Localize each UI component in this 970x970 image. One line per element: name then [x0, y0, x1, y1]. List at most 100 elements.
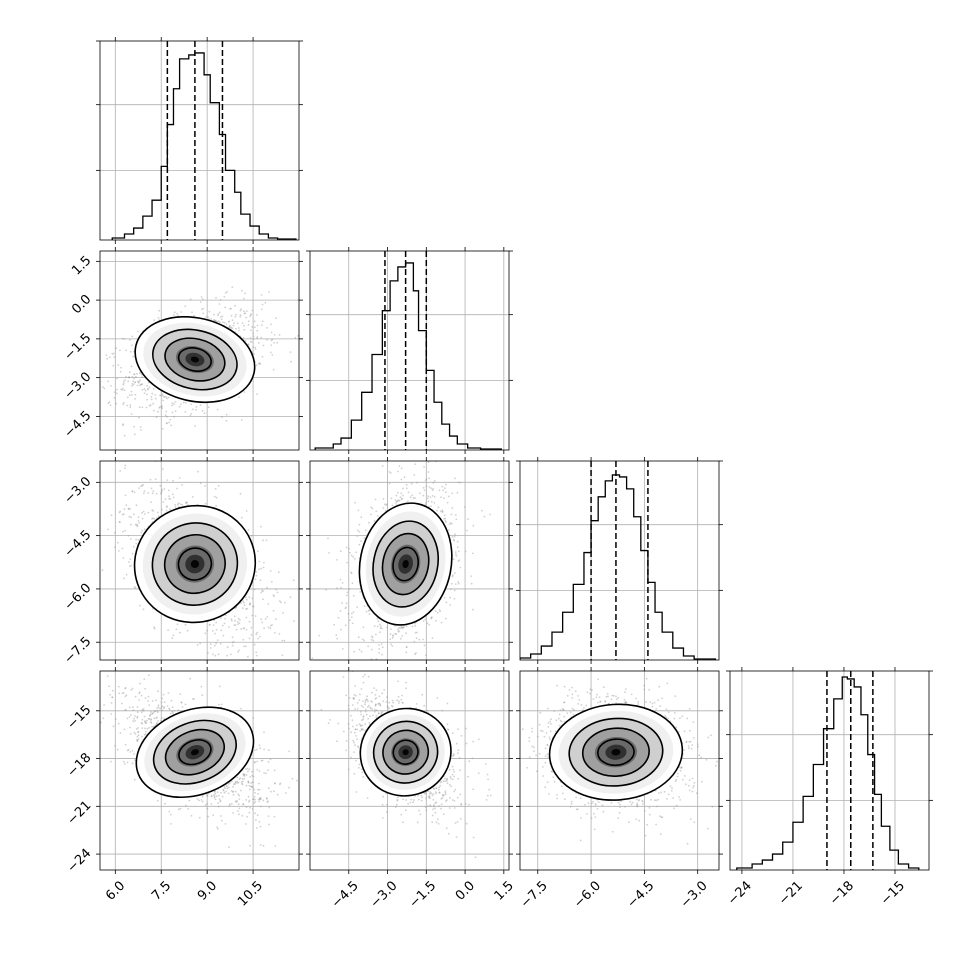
scatter-point [228, 324, 231, 327]
scatter-point [454, 551, 457, 553]
panel-content-0-0 [100, 41, 299, 240]
scatter-point [402, 487, 404, 490]
scatter-point [260, 525, 262, 528]
scatter-point [168, 495, 171, 497]
scatter-point [201, 409, 204, 412]
scatter-point [101, 569, 104, 572]
scatter-point [216, 791, 219, 794]
scatter-point [431, 678, 433, 680]
scatter-point [140, 711, 143, 714]
scatter-point [466, 529, 468, 532]
scatter-point [400, 492, 403, 495]
scatter-point [427, 500, 430, 503]
scatter-point [252, 798, 255, 800]
scatter-point [149, 478, 152, 481]
scatter-point [253, 760, 256, 763]
scatter-point [179, 693, 182, 695]
panel-2-1 [306, 457, 513, 680]
scatter-point [119, 521, 121, 524]
scatter-point [252, 346, 255, 349]
scatter-point [368, 609, 370, 612]
scatter-point [243, 627, 246, 630]
scatter-point [269, 758, 272, 761]
scatter-point [152, 517, 155, 519]
scatter-point [139, 384, 141, 387]
scatter-point [370, 506, 373, 509]
scatter-point [208, 623, 211, 626]
scatter-point [119, 349, 121, 352]
scatter-point [134, 381, 136, 384]
scatter-point [292, 579, 295, 582]
scatter-point [238, 798, 241, 800]
scatter-point [228, 626, 230, 628]
scatter-point [239, 777, 242, 779]
scatter-point [153, 518, 156, 520]
scatter-point [427, 495, 430, 498]
scatter-point [122, 424, 124, 427]
scatter-point [337, 664, 339, 666]
scatter-point [152, 388, 155, 390]
scatter-point [341, 648, 344, 650]
scatter-point [255, 364, 258, 367]
scatter-point [273, 790, 275, 793]
scatter-point [240, 308, 243, 311]
scatter-point [278, 334, 281, 336]
y-tick-label: −4.5 [62, 408, 95, 441]
scatter-point [234, 315, 237, 318]
scatter-point [232, 793, 235, 796]
scatter-point [168, 708, 171, 711]
scatter-point [132, 545, 135, 548]
scatter-point [243, 328, 246, 331]
scatter-point [157, 410, 159, 413]
scatter-point [204, 632, 207, 635]
scatter-point [243, 645, 245, 648]
scatter-point [123, 338, 126, 340]
scatter-point [157, 690, 159, 693]
scatter-point [380, 643, 383, 645]
scatter-point [459, 481, 462, 484]
scatter-point [352, 611, 355, 613]
scatter-point [428, 486, 431, 488]
scatter-point [121, 337, 124, 340]
scatter-point [250, 313, 252, 316]
scatter-point [406, 487, 408, 490]
scatter-point [439, 510, 442, 513]
scatter-point [327, 537, 329, 540]
scatter-point [346, 561, 349, 564]
scatter-point [243, 312, 246, 315]
scatter-point [414, 624, 417, 627]
scatter-point [215, 621, 218, 624]
scatter-point [345, 602, 348, 605]
scatter-point [168, 497, 171, 500]
scatter-point [125, 376, 127, 378]
scatter-point [161, 407, 164, 410]
scatter-point [440, 496, 442, 498]
scatter-point [339, 578, 342, 581]
scatter-point [232, 785, 234, 788]
scatter-point [207, 652, 209, 654]
scatter-point [139, 682, 142, 685]
scatter-point [147, 388, 149, 391]
scatter-point [123, 380, 125, 383]
scatter-point [122, 423, 125, 425]
scatter-point [234, 780, 237, 783]
scatter-point [397, 470, 399, 473]
scatter-point [247, 529, 250, 531]
scatter-point [164, 414, 167, 417]
scatter-point [344, 607, 347, 610]
scatter-point [229, 782, 231, 784]
scatter-point [148, 404, 151, 407]
scatter-point [134, 732, 137, 735]
scatter-point [445, 491, 447, 494]
scatter-point [176, 623, 179, 626]
contour-0 [358, 502, 453, 626]
scatter-point [156, 511, 159, 514]
scatter-point [140, 694, 143, 697]
scatter-point [129, 507, 131, 510]
scatter-point [174, 506, 177, 508]
scatter-point [379, 627, 382, 630]
scatter-point [263, 772, 265, 774]
scatter-point [372, 669, 374, 671]
scatter-point [127, 508, 130, 511]
scatter-point [129, 404, 132, 406]
